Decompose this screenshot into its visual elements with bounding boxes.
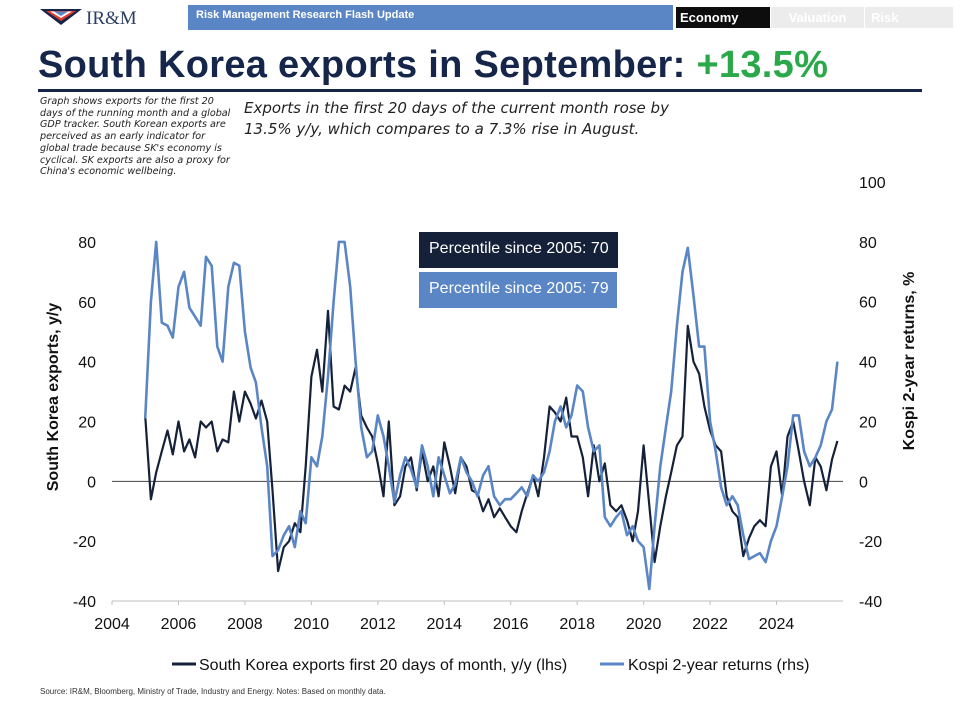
y-tick-label-left: 80 xyxy=(78,235,96,252)
y-axis-right-label: Kospi 2-year returns, % xyxy=(901,272,918,451)
y-tick-label-left: 60 xyxy=(78,295,96,312)
x-tick-label: 2022 xyxy=(692,616,728,633)
page-title: South Korea exports in September: +13.5% xyxy=(38,44,828,87)
y-tick-label-left: -40 xyxy=(73,594,96,611)
y-axis-left-label: South Korea exports, y/y xyxy=(45,303,62,492)
page-title-value: +13.5% xyxy=(696,44,829,86)
x-tick-label: 2004 xyxy=(94,616,130,633)
x-tick-label: 2010 xyxy=(294,616,330,633)
x-tick-label: 2016 xyxy=(493,616,529,633)
y-tick-label-right: 80 xyxy=(859,235,877,252)
logo-text: IR&M xyxy=(86,8,137,29)
tab-economy[interactable]: Economy xyxy=(676,7,770,28)
y-tick-label-left: -20 xyxy=(73,534,96,551)
y-tick-label-left: 40 xyxy=(78,355,96,372)
percentile-box-exports: Percentile since 2005: 70 xyxy=(419,232,618,268)
source-note: Source: IR&M, Bloomberg, Ministry of Tra… xyxy=(40,687,386,696)
series-line-kospi xyxy=(143,240,839,591)
y-tick-label-right: -20 xyxy=(859,534,882,551)
legend-label-kospi: Kospi 2-year returns (rhs) xyxy=(628,657,809,674)
page-title-text: South Korea exports in September: xyxy=(38,44,697,86)
x-tick-label: 2008 xyxy=(227,616,263,633)
header-bar-title: Risk Management Research Flash Update xyxy=(196,9,415,21)
tab-valuation[interactable]: Valuation xyxy=(771,7,864,28)
series-line-exports xyxy=(144,309,839,573)
callout-text: Exports in the first 20 days of the curr… xyxy=(244,99,669,138)
legend-label-exports: South Korea exports first 20 days of mon… xyxy=(199,657,567,674)
percentile-box-kospi: Percentile since 2005: 79 xyxy=(419,272,617,308)
x-tick-label: 2020 xyxy=(626,616,662,633)
y-tick-label-left: 0 xyxy=(87,474,96,491)
side-note: Graph shows exports for the first 20 day… xyxy=(40,96,231,178)
y-tick-label-right: 100 xyxy=(859,175,886,192)
y-tick-label-left: 20 xyxy=(78,415,96,432)
y-tick-label-right: 60 xyxy=(859,295,877,312)
tab-risk[interactable]: Risk xyxy=(865,7,953,28)
y-tick-label-right: 20 xyxy=(859,414,877,431)
y-tick-label-right: 0 xyxy=(859,474,868,491)
y-tick-label-right: 40 xyxy=(859,355,877,372)
x-tick-label: 2012 xyxy=(360,616,396,633)
x-tick-label: 2014 xyxy=(426,616,462,633)
x-tick-label: 2006 xyxy=(161,616,197,633)
header-bar xyxy=(188,5,673,30)
irm-logo-icon xyxy=(40,9,82,25)
x-tick-label: 2018 xyxy=(559,616,595,633)
title-underline xyxy=(38,89,922,92)
x-tick-label: 2024 xyxy=(759,616,795,633)
y-tick-label-right: -40 xyxy=(859,594,882,611)
